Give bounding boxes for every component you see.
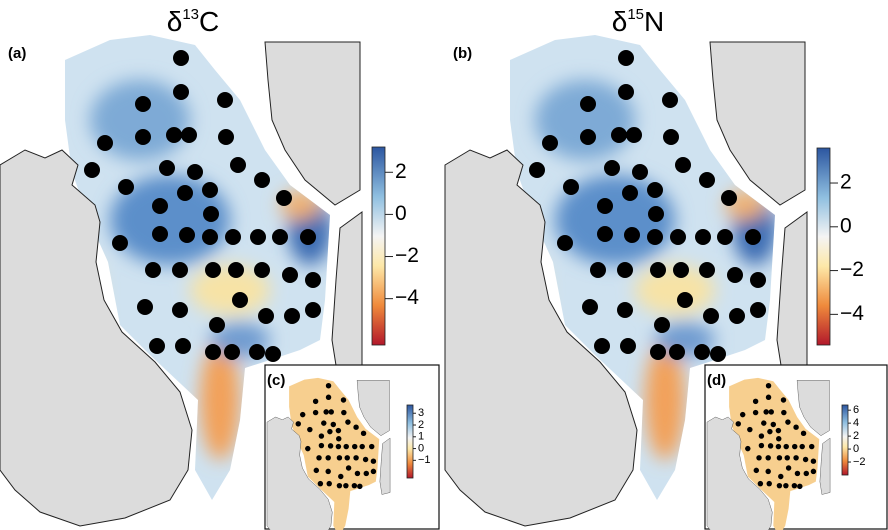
- colorbar-tick-label: −4: [840, 302, 864, 325]
- panel-title: δ13C: [167, 6, 220, 37]
- panel-label: (a): [8, 45, 26, 62]
- colorbar-tick-label: −2: [395, 244, 419, 267]
- title-element: C: [199, 6, 219, 37]
- colorbar: [841, 404, 849, 476]
- colorbar-tick-label: 4: [853, 417, 859, 429]
- colorbar-tick-label: −4: [395, 286, 419, 309]
- colorbar-tick-label: 0: [853, 443, 859, 455]
- colorbar: [371, 146, 386, 346]
- title-superscript: 15: [627, 6, 644, 23]
- inset-label: (d): [707, 372, 726, 389]
- colorbar-tick-label: 3: [418, 407, 424, 419]
- colorbar-tick-label: 2: [853, 430, 859, 442]
- colorbar-tick-label: 1: [418, 431, 424, 443]
- colorbar-tick-label: 2: [418, 419, 424, 431]
- title-superscript: 13: [182, 6, 199, 23]
- title-element: N: [644, 6, 664, 37]
- colorbar-tick-label: −1: [418, 454, 431, 466]
- colorbar-tick-label: −2: [853, 456, 866, 468]
- panel-label: (b): [453, 45, 472, 62]
- colorbar-tick-label: −2: [840, 258, 864, 281]
- colorbar-tick-label: 2: [840, 171, 852, 194]
- colorbar-tick-label: 2: [395, 160, 407, 183]
- colorbar-tick-label: 0: [418, 442, 424, 454]
- title-symbol: δ: [612, 6, 628, 37]
- colorbar-tick-label: 0: [395, 202, 407, 225]
- colorbar: [406, 404, 414, 479]
- colorbar-tick-label: 0: [840, 214, 852, 237]
- colorbar: [816, 147, 831, 346]
- inset-label: (c): [267, 372, 285, 389]
- panel-title: δ15N: [612, 6, 665, 37]
- colorbar-tick-label: 6: [853, 404, 859, 416]
- title-symbol: δ: [167, 6, 183, 37]
